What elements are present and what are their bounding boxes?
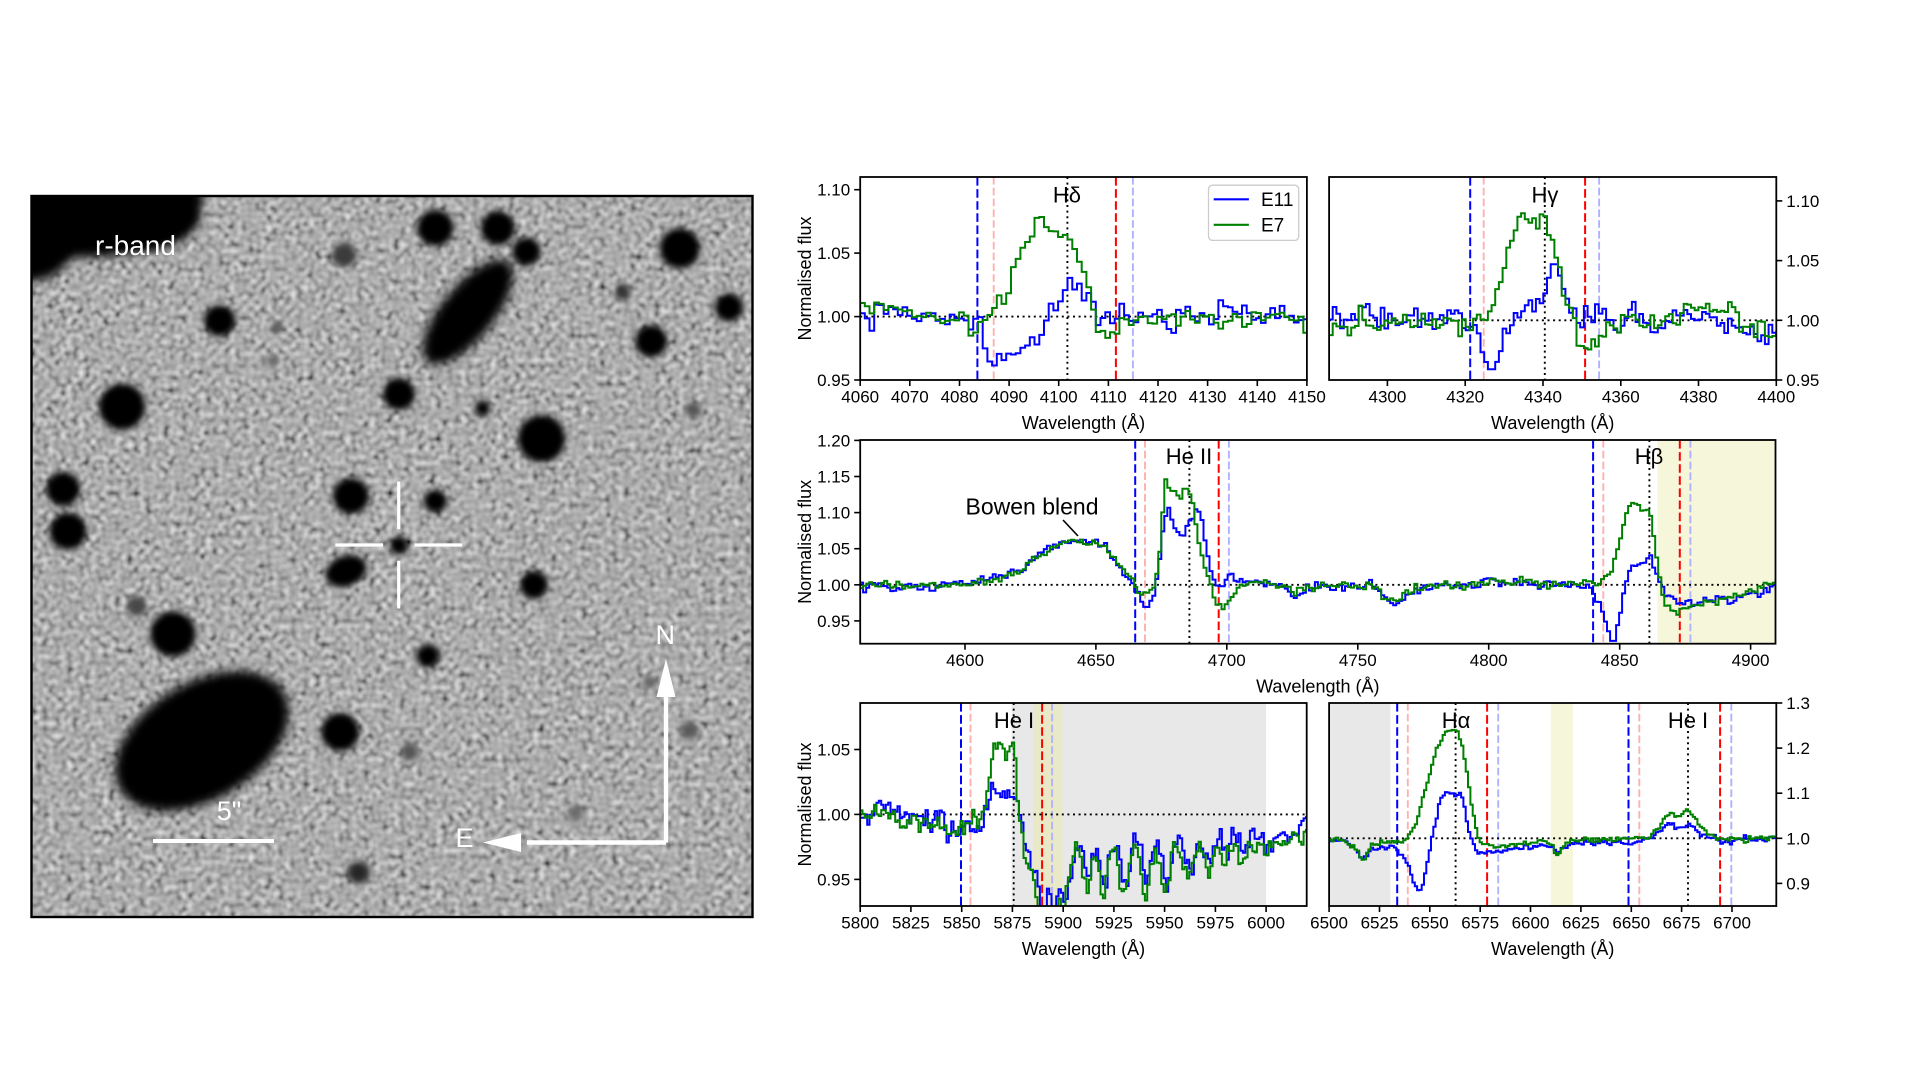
svg-text:4320: 4320 [1446,388,1484,407]
svg-text:5975: 5975 [1196,914,1234,933]
svg-text:1.10: 1.10 [1786,192,1819,211]
svg-text:Normalised flux: Normalised flux [795,216,815,340]
svg-text:0.95: 0.95 [817,371,850,390]
svg-text:Wavelength (Å): Wavelength (Å) [1491,413,1614,433]
svg-text:1.00: 1.00 [1786,311,1819,330]
svg-text:1.00: 1.00 [817,805,850,824]
svg-text:1.20: 1.20 [817,431,850,450]
svg-text:Hβ: Hβ [1635,444,1664,469]
svg-text:Normalised flux: Normalised flux [795,480,815,604]
svg-text:1.1: 1.1 [1786,784,1810,803]
svg-text:4060: 4060 [841,388,879,407]
svg-text:1.00: 1.00 [817,308,850,327]
svg-text:4900: 4900 [1732,651,1770,670]
svg-text:4140: 4140 [1238,388,1276,407]
svg-text:5875: 5875 [993,914,1031,933]
svg-text:6650: 6650 [1612,914,1650,933]
svg-text:1.15: 1.15 [817,468,850,487]
svg-text:0.95: 0.95 [817,612,850,631]
svg-text:4090: 4090 [990,388,1028,407]
svg-text:4600: 4600 [946,651,984,670]
svg-text:1.00: 1.00 [817,576,850,595]
svg-text:E7: E7 [1261,216,1284,237]
svg-text:4130: 4130 [1189,388,1227,407]
svg-text:4340: 4340 [1524,388,1562,407]
svg-text:1.0: 1.0 [1786,829,1810,848]
svg-text:4100: 4100 [1040,388,1078,407]
svg-text:1.05: 1.05 [817,540,850,559]
svg-text:1.10: 1.10 [817,181,850,200]
svg-text:He I: He I [994,708,1034,733]
svg-text:6675: 6675 [1663,914,1701,933]
svg-text:4380: 4380 [1680,388,1718,407]
svg-text:4850: 4850 [1601,651,1639,670]
svg-text:He II: He II [1166,444,1212,469]
svg-text:5925: 5925 [1095,914,1133,933]
svg-text:1.05: 1.05 [817,244,850,263]
svg-text:4080: 4080 [941,388,979,407]
svg-text:4360: 4360 [1602,388,1640,407]
svg-text:Wavelength (Å): Wavelength (Å) [1491,939,1614,959]
svg-text:1.2: 1.2 [1786,739,1810,758]
svg-text:4700: 4700 [1208,651,1246,670]
svg-text:4150: 4150 [1288,388,1326,407]
svg-text:Bowen blend: Bowen blend [966,494,1099,520]
svg-text:6000: 6000 [1247,914,1285,933]
svg-text:4300: 4300 [1368,388,1406,407]
svg-text:Hγ: Hγ [1532,183,1559,208]
svg-text:0.95: 0.95 [1786,371,1819,390]
svg-text:N: N [656,620,676,650]
svg-text:Hα: Hα [1442,708,1471,733]
svg-text:4750: 4750 [1339,651,1377,670]
svg-text:4400: 4400 [1757,388,1795,407]
svg-text:4070: 4070 [891,388,929,407]
svg-text:E: E [455,823,473,853]
svg-text:Normalised flux: Normalised flux [795,742,815,866]
svg-text:5825: 5825 [892,914,930,933]
svg-text:6525: 6525 [1361,914,1399,933]
svg-text:4800: 4800 [1470,651,1508,670]
svg-text:0.95: 0.95 [817,870,850,889]
svg-text:4650: 4650 [1077,651,1115,670]
svg-text:0.9: 0.9 [1786,874,1810,893]
svg-text:He I: He I [1668,708,1708,733]
svg-text:6600: 6600 [1512,914,1550,933]
svg-text:4110: 4110 [1090,388,1127,407]
svg-text:r-band: r-band [95,230,176,261]
svg-text:6575: 6575 [1461,914,1499,933]
svg-text:1.10: 1.10 [817,504,850,523]
svg-text:6550: 6550 [1411,914,1449,933]
svg-text:5850: 5850 [943,914,981,933]
svg-text:E11: E11 [1261,190,1293,211]
svg-text:6500: 6500 [1310,914,1348,933]
svg-text:Wavelength (Å): Wavelength (Å) [1022,413,1145,433]
svg-text:1.05: 1.05 [817,741,850,760]
svg-text:5": 5" [217,796,242,826]
svg-text:1.3: 1.3 [1786,694,1810,713]
svg-text:6625: 6625 [1562,914,1600,933]
svg-text:4120: 4120 [1139,388,1177,407]
svg-text:Wavelength (Å): Wavelength (Å) [1022,939,1145,959]
svg-text:5950: 5950 [1146,914,1184,933]
svg-text:5800: 5800 [841,914,879,933]
svg-text:Wavelength (Å): Wavelength (Å) [1256,677,1379,697]
svg-text:6700: 6700 [1713,914,1751,933]
svg-text:Hδ: Hδ [1053,183,1081,208]
svg-text:1.05: 1.05 [1786,252,1819,271]
svg-text:5900: 5900 [1044,914,1082,933]
